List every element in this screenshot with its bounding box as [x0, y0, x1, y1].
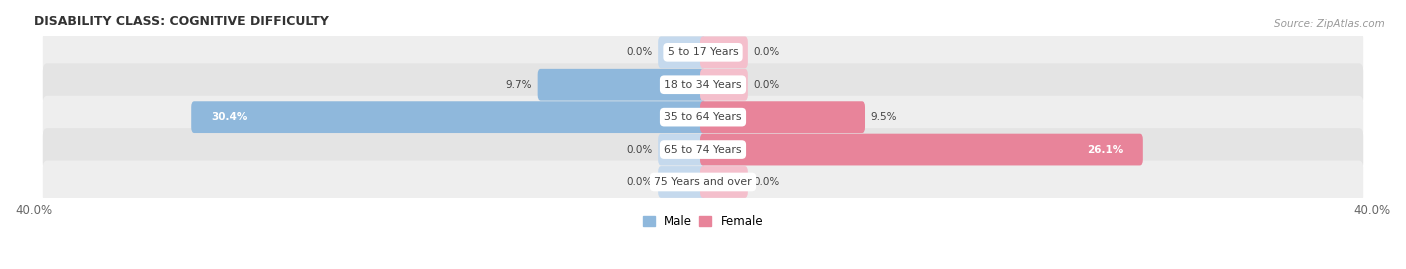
FancyBboxPatch shape [42, 63, 1364, 106]
Text: 18 to 34 Years: 18 to 34 Years [664, 80, 742, 90]
FancyBboxPatch shape [658, 166, 706, 198]
Text: 5 to 17 Years: 5 to 17 Years [668, 47, 738, 57]
FancyBboxPatch shape [537, 69, 706, 101]
Text: 0.0%: 0.0% [754, 47, 779, 57]
FancyBboxPatch shape [658, 134, 706, 165]
Legend: Male, Female: Male, Female [643, 215, 763, 228]
Text: 35 to 64 Years: 35 to 64 Years [664, 112, 742, 122]
FancyBboxPatch shape [191, 101, 706, 133]
Text: 9.7%: 9.7% [506, 80, 533, 90]
Text: DISABILITY CLASS: COGNITIVE DIFFICULTY: DISABILITY CLASS: COGNITIVE DIFFICULTY [34, 15, 329, 28]
Text: 0.0%: 0.0% [627, 177, 652, 187]
Text: 26.1%: 26.1% [1087, 144, 1123, 155]
FancyBboxPatch shape [42, 96, 1364, 139]
Text: 65 to 74 Years: 65 to 74 Years [664, 144, 742, 155]
Text: 9.5%: 9.5% [870, 112, 897, 122]
Text: 0.0%: 0.0% [627, 144, 652, 155]
Text: 0.0%: 0.0% [754, 80, 779, 90]
Text: 0.0%: 0.0% [627, 47, 652, 57]
FancyBboxPatch shape [42, 31, 1364, 74]
Text: 75 Years and over: 75 Years and over [654, 177, 752, 187]
FancyBboxPatch shape [658, 36, 706, 68]
FancyBboxPatch shape [42, 161, 1364, 203]
Text: 0.0%: 0.0% [754, 177, 779, 187]
Text: Source: ZipAtlas.com: Source: ZipAtlas.com [1274, 19, 1385, 29]
FancyBboxPatch shape [700, 36, 748, 68]
FancyBboxPatch shape [700, 166, 748, 198]
FancyBboxPatch shape [700, 134, 1143, 165]
FancyBboxPatch shape [700, 69, 748, 101]
Text: 30.4%: 30.4% [211, 112, 247, 122]
FancyBboxPatch shape [42, 128, 1364, 171]
FancyBboxPatch shape [700, 101, 865, 133]
